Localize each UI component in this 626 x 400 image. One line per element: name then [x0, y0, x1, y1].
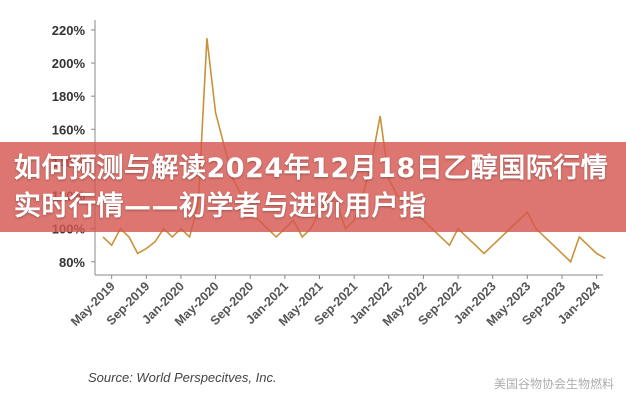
- y-tick-label: 220%: [52, 23, 86, 38]
- watermark: 美国谷物协会生物燃料: [493, 377, 614, 391]
- source-note: Source: World Perspecitves, Inc.: [88, 370, 277, 385]
- banner: [0, 142, 626, 232]
- y-tick-label: 200%: [52, 56, 86, 71]
- y-tick-label: 160%: [52, 122, 86, 137]
- headline: 如何预测与解读2024年12月18日乙醇国际行情实时行情——初学者与进阶用户指: [14, 153, 609, 222]
- y-tick-label: 180%: [52, 89, 86, 104]
- y-tick-label: 80%: [59, 255, 85, 270]
